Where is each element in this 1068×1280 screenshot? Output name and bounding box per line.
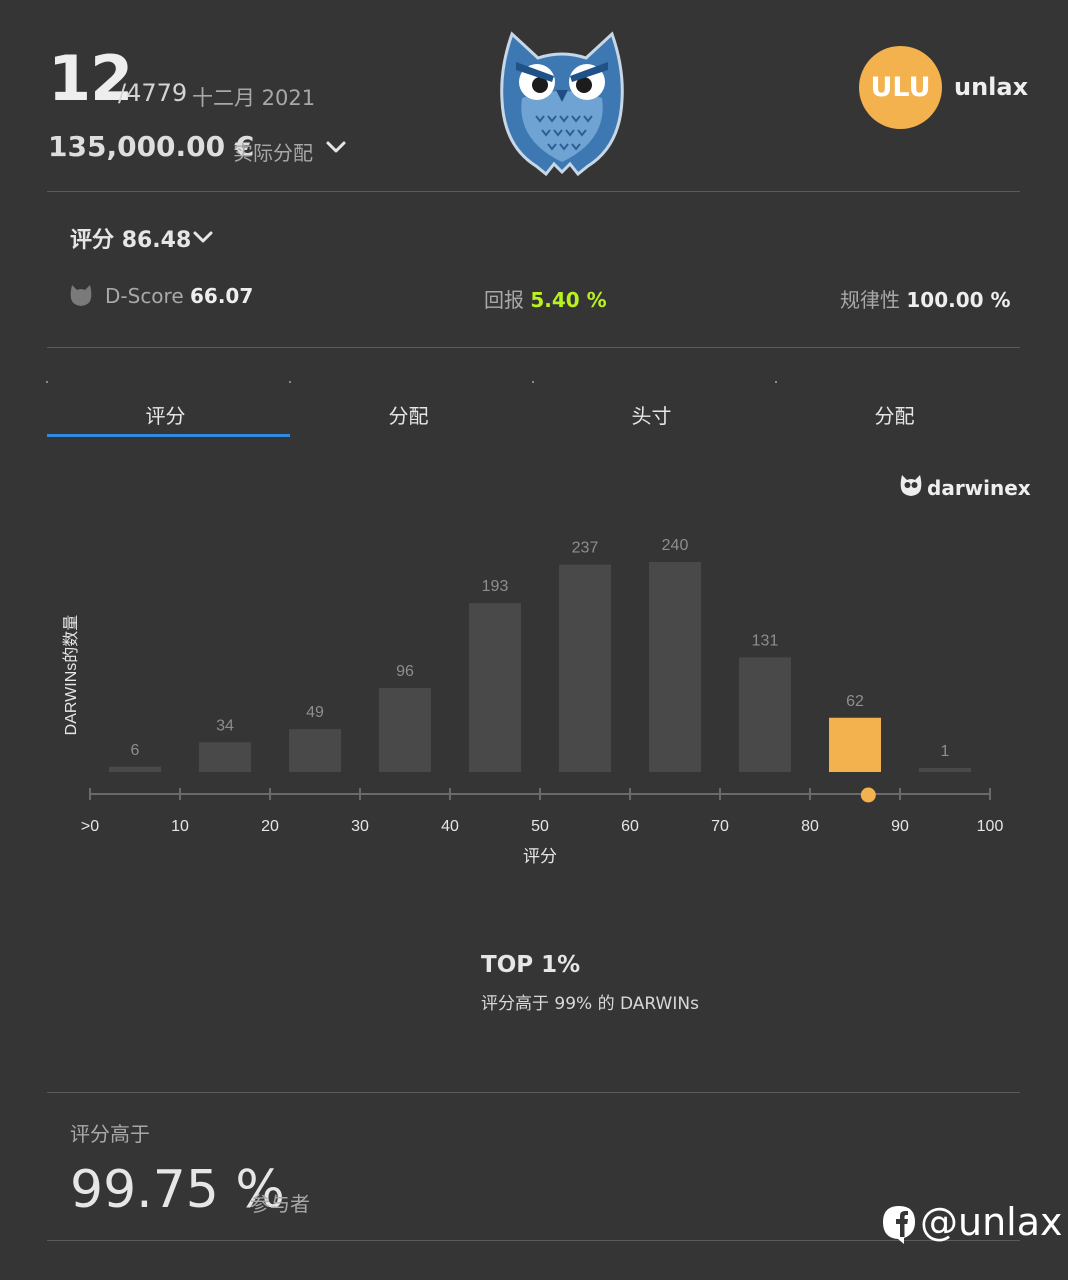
bar-value-label: 62: [846, 693, 864, 710]
avatar[interactable]: ULU: [859, 46, 942, 129]
rank-total: /4779: [118, 79, 188, 107]
bar-value-label: 131: [752, 632, 779, 649]
dscore-metric: D-Score 66.07: [105, 284, 253, 308]
tab-allocation[interactable]: 分配: [388, 404, 429, 428]
score-distribution-chart: DARWINs的数量 6 34 49 96 193 237 240 131 62 1 >0 10 20 30…: [62, 537, 1004, 866]
watermark-handle: @unlax: [920, 1200, 1063, 1244]
chevron-down-icon[interactable]: [324, 135, 348, 159]
tab-score[interactable]: 评分: [145, 404, 186, 428]
x-tick-label: 10: [171, 818, 189, 835]
regularity-value: 100.00 %: [906, 288, 1011, 312]
footer-label: 评分高于: [70, 1122, 150, 1146]
x-tick-label: 60: [621, 818, 639, 835]
x-tick-label: 20: [261, 818, 279, 835]
bar-value-label: 237: [572, 540, 599, 557]
tab-separator: [775, 381, 777, 383]
tab-separator: [289, 381, 291, 383]
bar-value-label: 96: [396, 663, 414, 680]
divider: [47, 1092, 1020, 1093]
divider: [47, 1240, 1020, 1241]
bar: [379, 688, 431, 772]
owl-logo-icon: [500, 31, 624, 177]
divider: [47, 347, 1020, 348]
return-metric: 回报 5.40 %: [484, 284, 607, 313]
rank-number: 12: [48, 42, 133, 115]
return-label: 回报: [484, 288, 524, 312]
active-tab-indicator: [47, 434, 290, 437]
footer-value: 99.75 %: [70, 1160, 285, 1220]
username[interactable]: unlax: [954, 73, 1029, 101]
bar: [109, 766, 161, 772]
regularity-label: 规律性: [840, 288, 900, 312]
tab-separator: [532, 381, 534, 383]
x-tick-label: 100: [977, 818, 1004, 835]
bar: [559, 564, 611, 772]
bar-value-label: 193: [482, 578, 509, 595]
x-tick-label: 90: [891, 818, 909, 835]
facebook-icon: [883, 1206, 915, 1244]
score-value: 86.48: [121, 228, 192, 253]
divider: [47, 191, 1020, 192]
x-tick-label: 30: [351, 818, 369, 835]
y-axis-label: DARWINs的数量: [62, 615, 80, 736]
top-percentile-title: TOP 1%: [481, 952, 581, 978]
bar: [919, 768, 971, 772]
top-percentile-subtitle: 评分高于 99% 的 DARWINs: [481, 994, 699, 1014]
bar-value-label: 6: [131, 742, 140, 759]
x-tick-label: >0: [81, 818, 99, 835]
score-marker: [860, 787, 876, 803]
bar-value-label: 34: [216, 717, 234, 734]
owl-icon: [70, 285, 92, 306]
x-tick-label: 50: [531, 818, 549, 835]
bar-value-label: 240: [662, 537, 689, 554]
bar-value-label: 49: [306, 704, 324, 721]
bar: [829, 717, 881, 772]
x-tick-label: 40: [441, 818, 459, 835]
x-tick-label: 70: [711, 818, 729, 835]
bar: [199, 742, 251, 772]
score-label: 评分: [70, 228, 115, 253]
regularity-metric: 规律性 100.00 %: [840, 284, 1011, 313]
tab-separator: [46, 381, 48, 383]
footer-unit: 参与者: [250, 1192, 310, 1216]
allocation-type-label[interactable]: 实际分配: [233, 141, 313, 165]
chevron-down-icon[interactable]: [191, 225, 215, 249]
bar: [739, 657, 791, 772]
x-tick-label: 80: [801, 818, 819, 835]
bar: [289, 729, 341, 772]
bar-value-label: 1: [941, 743, 950, 760]
return-value: 5.40 %: [530, 288, 607, 312]
dscore-label: D-Score: [105, 284, 184, 308]
darwinex-owl-icon: [900, 475, 922, 496]
x-axis-label: 评分: [523, 847, 557, 866]
period-label: 十二月 2021: [192, 86, 316, 110]
score-summary[interactable]: 评分 86.48: [70, 222, 191, 254]
bar: [469, 603, 521, 772]
tab-positions[interactable]: 头寸: [631, 404, 672, 428]
avatar-initials: ULU: [870, 72, 931, 103]
bar: [649, 562, 701, 772]
tab-distribution[interactable]: 分配: [874, 404, 915, 428]
allocation-amount: 135,000.00 €: [48, 130, 255, 163]
darwinex-logo: darwinex: [927, 476, 1031, 500]
dscore-value: 66.07: [190, 284, 254, 308]
